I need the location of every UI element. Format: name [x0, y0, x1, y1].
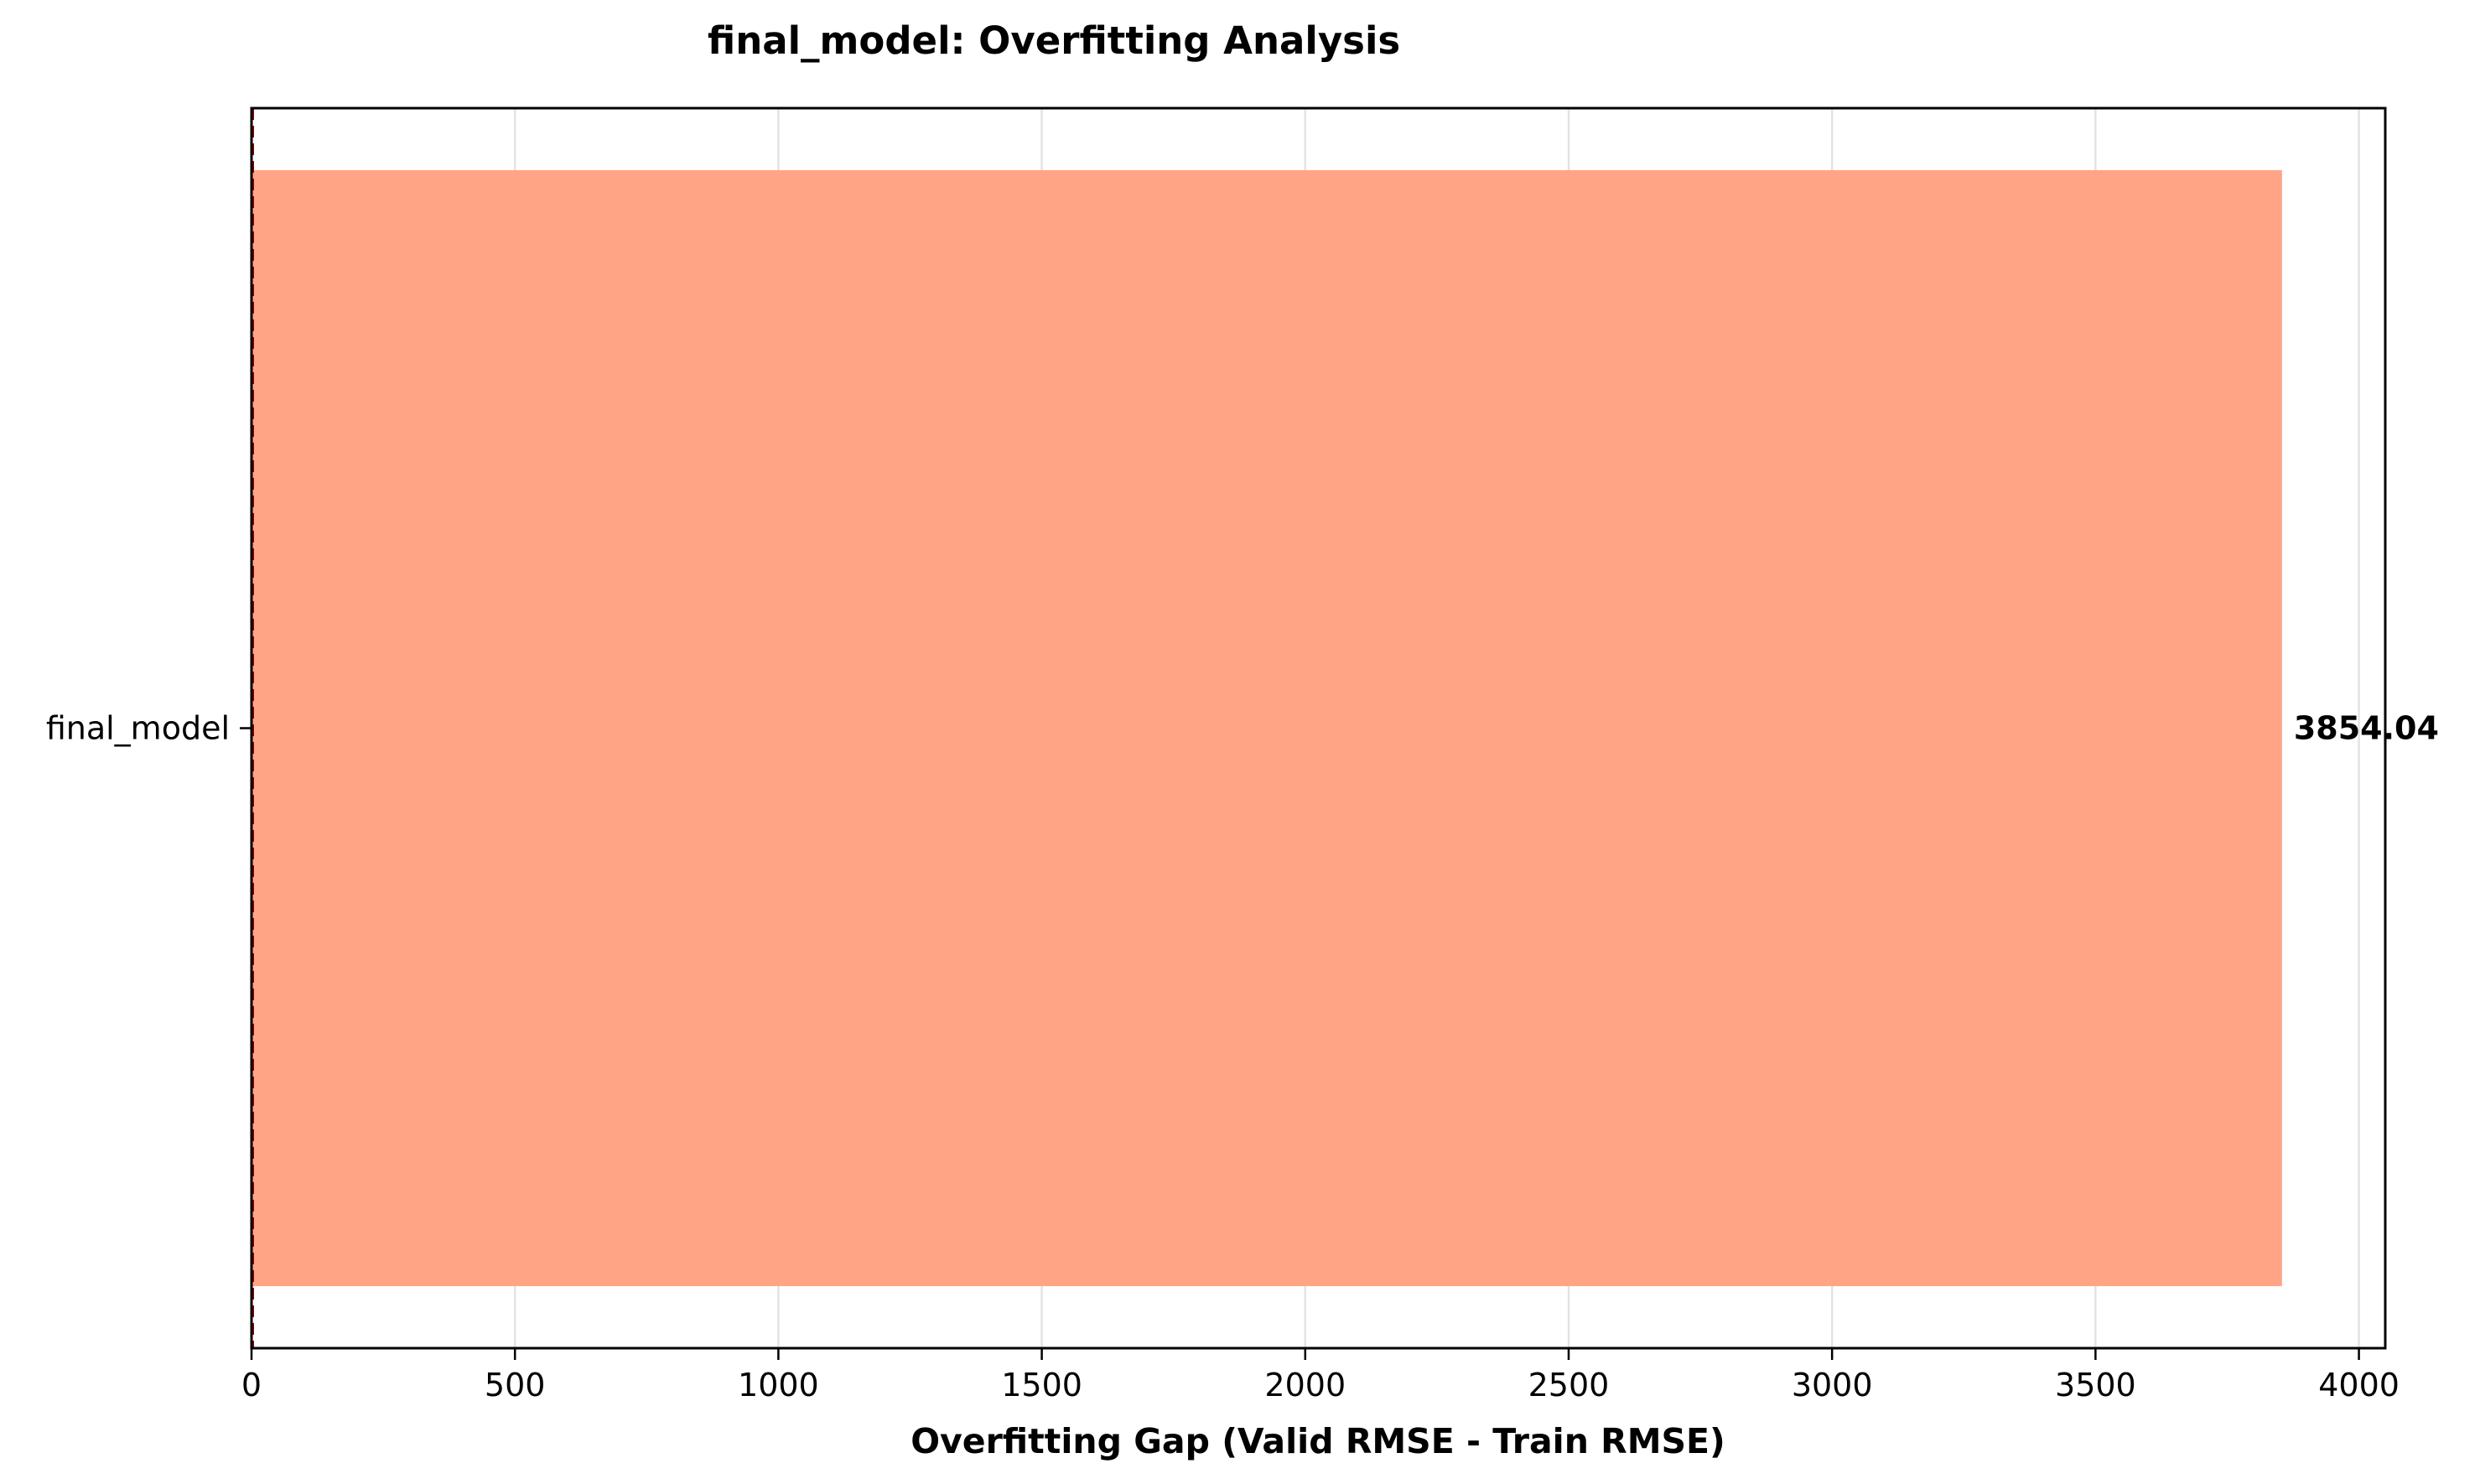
- x-tick-label: 500: [485, 1367, 546, 1404]
- x-axis-label: Overfitting Gap (Valid RMSE - Train RMSE…: [911, 1421, 1725, 1461]
- bar-value-label: 3854.04: [2294, 710, 2439, 747]
- bar-group: 3854.04: [252, 169, 2439, 1287]
- x-tick-label: 3000: [1792, 1367, 1873, 1404]
- x-tick-label: 2000: [1264, 1367, 1346, 1404]
- x-tick-label: 0: [241, 1367, 262, 1404]
- x-tick-label: 2500: [1528, 1367, 1610, 1404]
- x-axis-ticks: 0 500 1000 1500 2000 2500 3000 3500 4000: [241, 1348, 2400, 1404]
- bar-final_model: [252, 169, 2282, 1287]
- x-tick-label: 1000: [738, 1367, 819, 1404]
- chart-title: final_model: Overfitting Analysis: [708, 18, 1400, 63]
- y-axis-ticks: final_model: [46, 710, 252, 747]
- x-tick-label: 4000: [2318, 1367, 2400, 1404]
- x-tick-label: 3500: [2055, 1367, 2136, 1404]
- y-tick-label: final_model: [46, 710, 230, 747]
- x-tick-label: 1500: [1001, 1367, 1082, 1404]
